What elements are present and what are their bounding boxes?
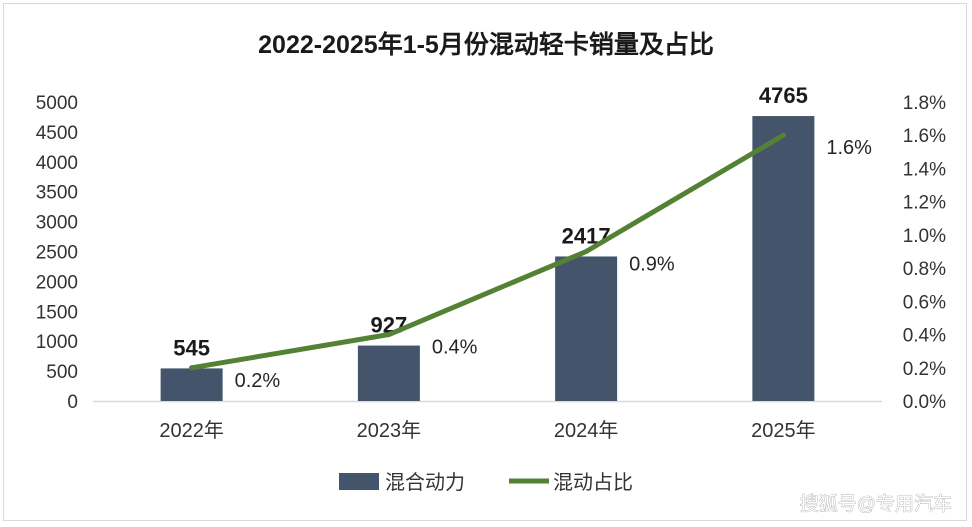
line-series: 0.2% 0.4% 0.9% 1.6% bbox=[189, 132, 872, 392]
line-point bbox=[583, 249, 589, 254]
right-tick-label: 1.8% bbox=[903, 93, 946, 114]
bar-value-label: 2417 bbox=[562, 223, 611, 248]
line-value-label: 0.4% bbox=[432, 337, 478, 359]
left-tick-label: 3000 bbox=[36, 213, 78, 234]
right-tick-label: 0.4% bbox=[903, 326, 946, 347]
legend-swatch-bar bbox=[339, 473, 379, 490]
chart-title: 2022-2025年1-5月份混动轻卡销量及占比 bbox=[258, 30, 714, 59]
left-tick-label: 500 bbox=[46, 362, 78, 383]
right-tick-label: 0.8% bbox=[903, 259, 946, 280]
bar bbox=[752, 116, 815, 401]
share-line bbox=[189, 132, 786, 371]
left-tick-label: 4000 bbox=[36, 153, 78, 174]
line-point bbox=[386, 332, 392, 338]
watermark-text: 搜狐号@专用汽车 bbox=[800, 493, 952, 515]
left-tick-label: 1000 bbox=[36, 332, 78, 353]
left-tick-label: 4500 bbox=[36, 123, 78, 144]
right-tick-label: 0.6% bbox=[903, 292, 946, 313]
bar bbox=[357, 345, 420, 401]
left-tick-label: 3500 bbox=[36, 183, 78, 204]
right-tick-label: 1.6% bbox=[903, 126, 946, 147]
left-tick-label: 5000 bbox=[36, 93, 78, 114]
category-label: 2022年 bbox=[159, 419, 224, 442]
right-tick-label: 1.4% bbox=[903, 159, 946, 180]
right-axis: 0.0% 0.2% 0.4% 0.6% 0.8% 1.0% 1.2% 1.4% 1.6% 1.8% bbox=[903, 93, 946, 413]
legend-label-bar: 混合动力 bbox=[385, 471, 465, 494]
x-axis: 2022年 2023年 2024年 2025年 bbox=[159, 419, 815, 442]
right-tick-label: 0.2% bbox=[903, 359, 946, 380]
left-tick-label: 1500 bbox=[36, 302, 78, 323]
bar-value-label: 4765 bbox=[759, 83, 808, 108]
legend-label-line: 混动占比 bbox=[553, 471, 633, 494]
bar bbox=[160, 368, 223, 401]
category-label: 2023年 bbox=[357, 419, 422, 442]
line-value-label: 0.2% bbox=[235, 370, 281, 392]
category-label: 2024年 bbox=[554, 419, 619, 442]
line-value-label: 0.9% bbox=[629, 254, 675, 276]
right-tick-label: 1.0% bbox=[903, 226, 946, 247]
bar bbox=[555, 256, 618, 401]
left-tick-label: 2500 bbox=[36, 243, 78, 264]
right-tick-label: 0.0% bbox=[903, 392, 946, 413]
line-value-label: 1.6% bbox=[826, 137, 872, 159]
left-tick-label: 2000 bbox=[36, 272, 78, 293]
line-point bbox=[189, 365, 195, 371]
bar-value-label: 545 bbox=[173, 335, 210, 360]
right-tick-label: 1.2% bbox=[903, 193, 946, 214]
left-axis: 0 500 1000 1500 2000 2500 3000 3500 4000 4500 5000 bbox=[36, 93, 78, 413]
legend: 混合动力 混动占比 bbox=[339, 471, 633, 494]
category-label: 2025年 bbox=[751, 419, 816, 442]
left-tick-label: 0 bbox=[67, 392, 78, 413]
line-point bbox=[780, 132, 786, 138]
chart-frame bbox=[3, 3, 967, 521]
